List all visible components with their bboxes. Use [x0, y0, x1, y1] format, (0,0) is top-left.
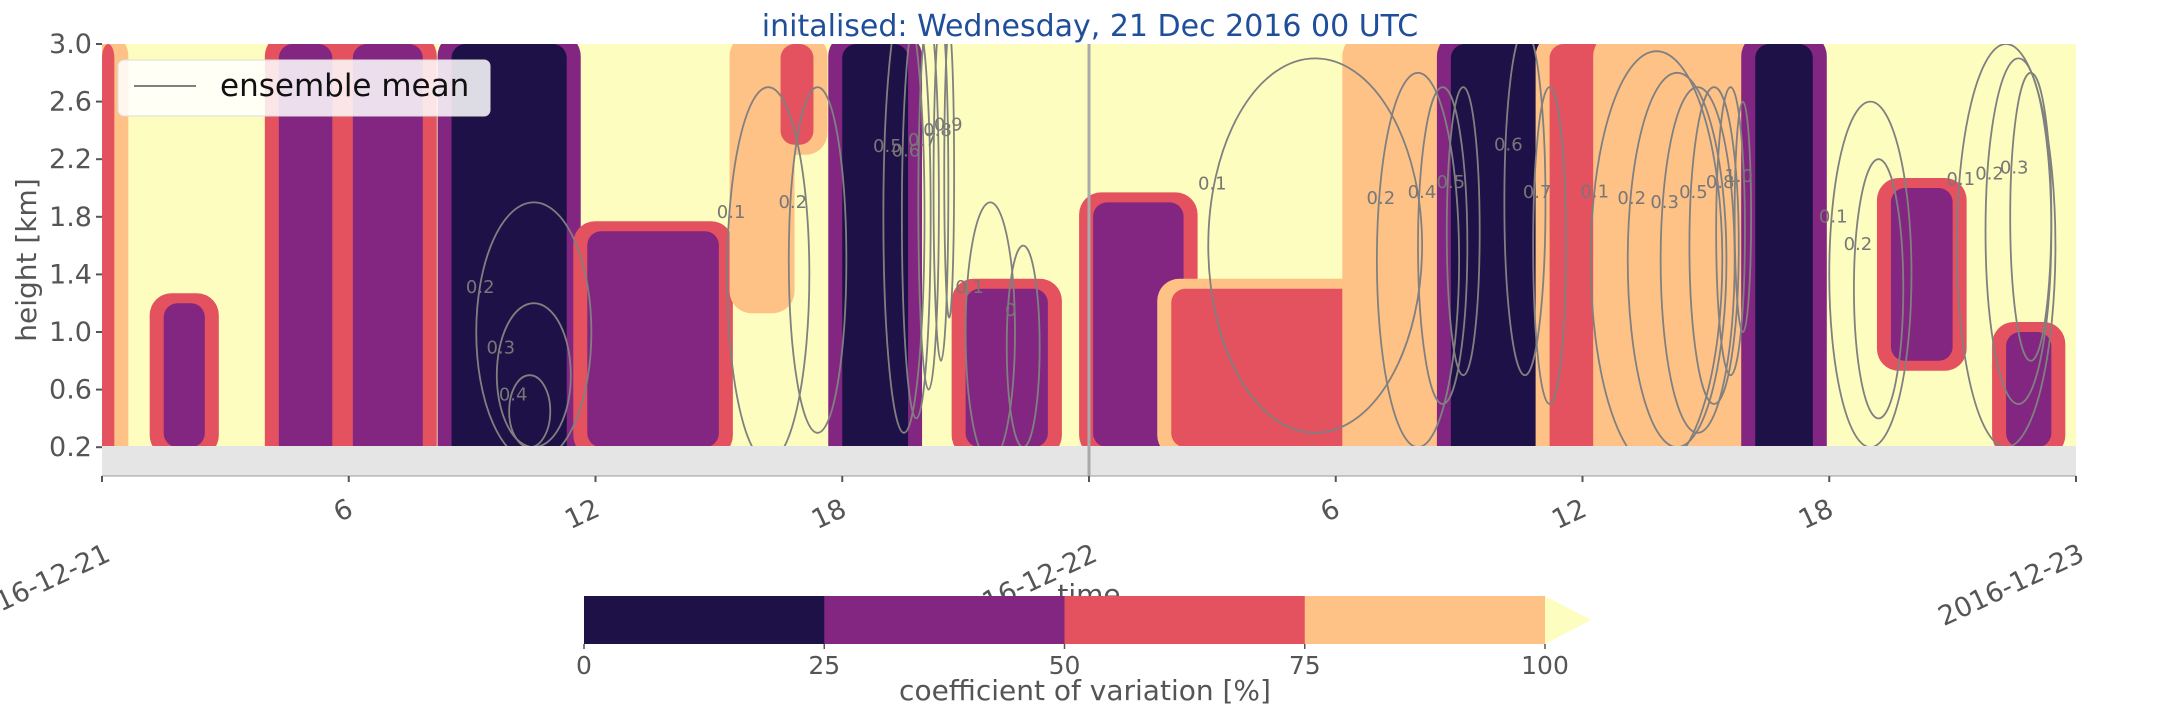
variation-band	[842, 44, 909, 476]
variation-band	[1356, 44, 1451, 476]
contour-label: 0.2	[778, 192, 807, 213]
contour-label: 0.7	[908, 130, 937, 151]
variation-band	[587, 231, 719, 448]
y-tick-label: 3.0	[49, 29, 92, 60]
contour-line	[1503, 44, 1547, 377]
plot-area: 0.20.30.40.1 0.20.50.60.70.80.90.100.10.2…	[102, 44, 2076, 476]
colorbar-segment	[1064, 596, 1306, 644]
variation-band	[163, 303, 205, 448]
colorbar-tick-label: 25	[808, 651, 840, 680]
x-tick-label: 18	[1794, 493, 1838, 536]
contour-label: 1.0	[1724, 166, 1753, 187]
variation-band	[102, 44, 115, 476]
contour-label: 0.2	[466, 277, 495, 298]
contour-label: 0.2	[1844, 234, 1873, 255]
variation-band	[2006, 332, 2052, 448]
colorbar-segment	[1304, 596, 1546, 644]
colorbar-label: coefficient of variation [%]	[899, 674, 1271, 707]
contour-line	[787, 86, 848, 434]
contour-label: 0.7	[1523, 182, 1552, 203]
contour-line	[1688, 86, 1740, 405]
y-tick-label: 2.2	[49, 144, 92, 175]
contour-label: 0.2	[1367, 188, 1396, 209]
contour-label: 0.8	[1706, 172, 1735, 193]
x-tick-label: 2016-12-21	[0, 538, 115, 632]
colorbar-tick-label: 0	[576, 651, 592, 680]
variation-band	[278, 44, 333, 476]
contour-line	[1417, 86, 1469, 405]
contour-line	[1715, 86, 1746, 377]
x-tick-label: 6	[1316, 493, 1345, 528]
contour-label: 0.5	[1679, 182, 1708, 203]
contour-line	[1853, 158, 1905, 420]
y-tick-label: 1.0	[49, 317, 92, 348]
legend-label: ensemble mean	[220, 68, 469, 104]
legend-box	[117, 59, 491, 117]
contour-label: 0.4	[499, 384, 528, 405]
contour-label: 0.6	[892, 140, 921, 161]
contour-line	[900, 44, 932, 420]
contour-line	[1532, 86, 1567, 405]
colorbar-extend-arrow	[1545, 596, 1591, 644]
x-tick-label: 12	[560, 493, 604, 536]
contour-label: 0.4	[1408, 182, 1437, 203]
x-tick-label: 2016-12-23	[1934, 538, 2089, 632]
y-tick-label: 0.2	[49, 432, 92, 463]
variation-band	[1549, 44, 1608, 476]
colorbar-segment	[824, 596, 1065, 644]
y-tick-label: 1.8	[49, 202, 92, 233]
variation-band	[451, 44, 567, 476]
x-tick-label: 12	[1547, 493, 1591, 536]
contour-label: 0.1	[955, 277, 984, 298]
variation-band	[1171, 288, 1357, 448]
contour-label: 0.2	[1617, 188, 1646, 209]
contour-label: 0.3	[1650, 192, 1679, 213]
legend: ensemble mean	[117, 59, 491, 117]
contour-label: 0	[1005, 300, 1016, 321]
contour-label: 0.3	[2000, 158, 2029, 179]
contour-line	[1445, 86, 1481, 377]
colorbar-segment	[584, 596, 825, 644]
contour-label: 0.3	[486, 338, 515, 359]
contour-label: 0.6	[1494, 135, 1523, 156]
variation-band	[1607, 44, 1698, 476]
contour-label: 0.1	[717, 202, 746, 223]
contour-label: 0.5	[1436, 172, 1465, 193]
y-tick-label: 1.4	[49, 259, 92, 290]
contour-label: 0.2	[1975, 163, 2004, 184]
colorbar: 0 25 50 75 100	[576, 596, 1591, 680]
contour-label: 0.1	[1946, 169, 1975, 190]
y-tick-label: 2.6	[49, 87, 92, 118]
chart-title: initalised: Wednesday, 21 Dec 2016 00 UT…	[762, 9, 1418, 44]
x-tick-label: 6	[329, 493, 358, 528]
contour-line	[932, 44, 950, 362]
contour-line	[2009, 71, 2053, 362]
colorbar-tick-label: 100	[1521, 651, 1569, 680]
contour-line	[1207, 57, 1424, 434]
colorbar-tick-label: 50	[1049, 651, 1081, 680]
variation-band	[1890, 188, 1953, 361]
contour-label: 0.5	[873, 136, 902, 157]
y-axis-label: height [km]	[10, 178, 43, 342]
variation-band	[780, 44, 814, 145]
variation-band	[1450, 44, 1550, 476]
contour-label: 0.1	[1580, 181, 1609, 202]
contour-line	[943, 44, 956, 319]
contour-label: 0.1	[1198, 173, 1227, 194]
contour-label: 0.9	[934, 114, 963, 135]
variation-band	[352, 44, 423, 476]
x-tick-label: 18	[807, 493, 851, 536]
contour-line	[1733, 100, 1753, 333]
colorbar-tick-label: 75	[1289, 651, 1321, 680]
contour-label: 0.1	[1819, 207, 1848, 228]
contour-line	[882, 44, 926, 434]
contour-line	[917, 44, 940, 391]
variation-band	[1755, 44, 1813, 476]
y-tick-label: 0.6	[49, 375, 92, 406]
